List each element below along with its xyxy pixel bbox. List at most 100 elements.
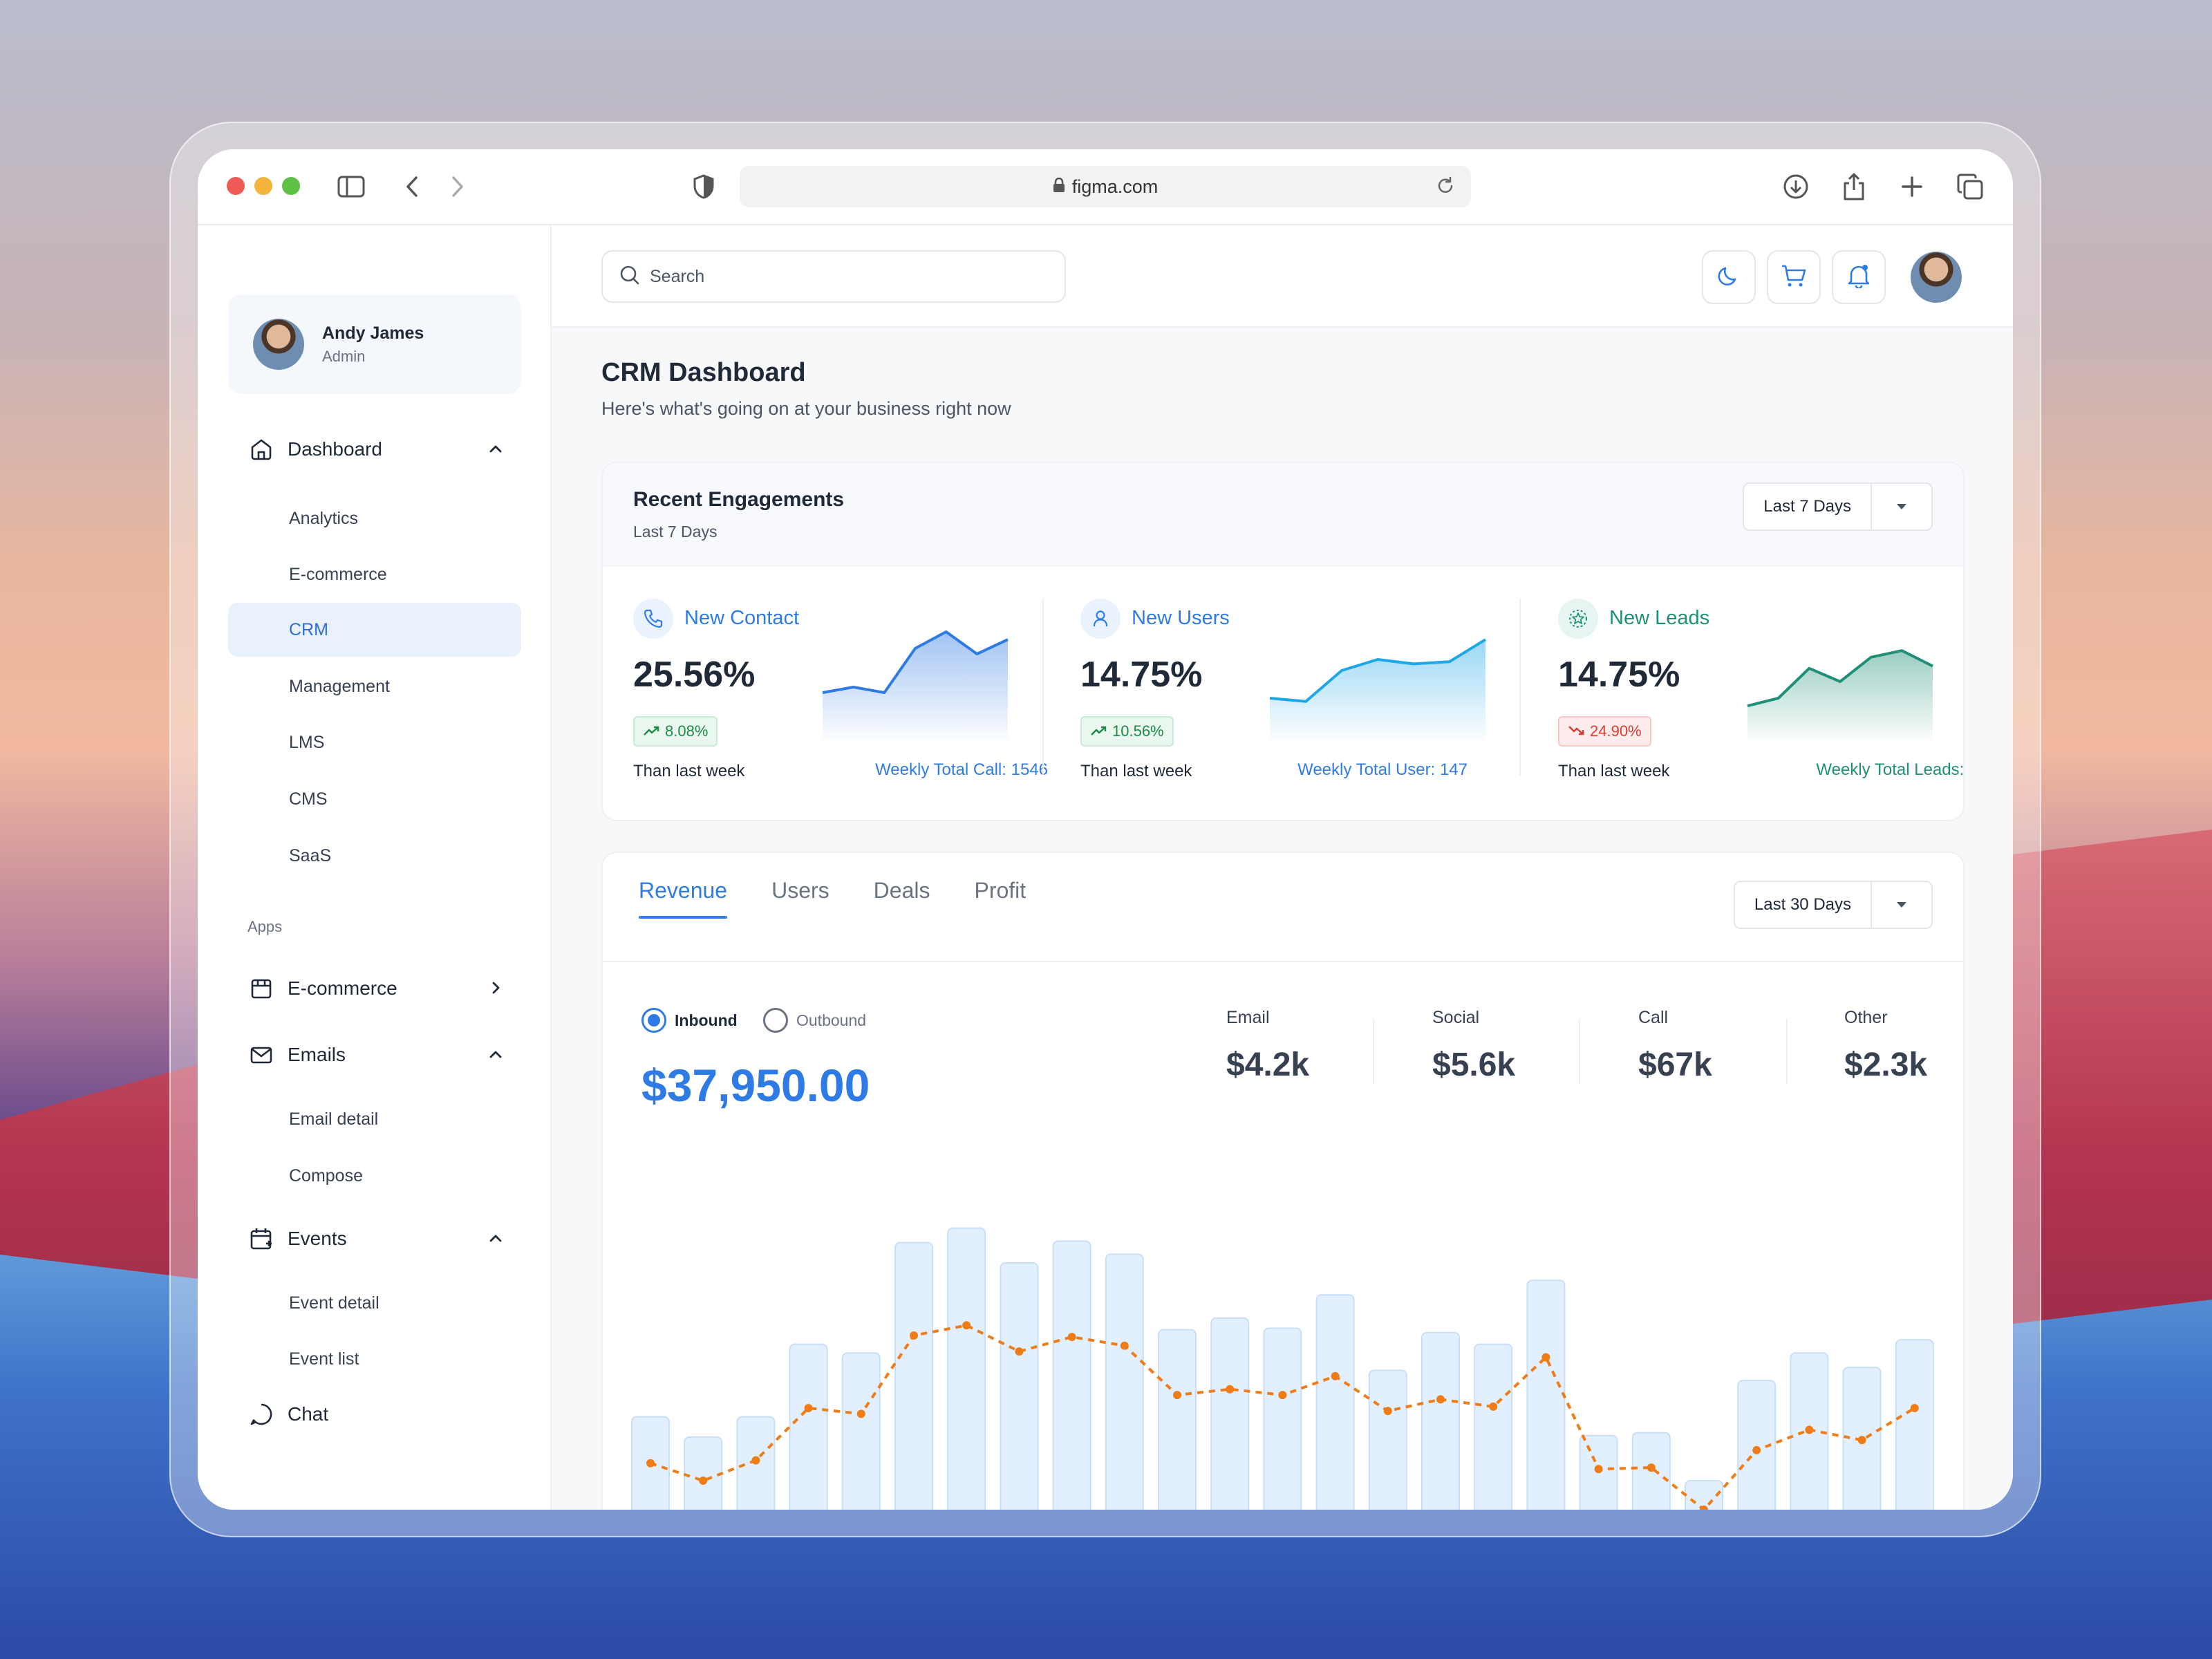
sidebar-item-compose[interactable]: Compose <box>289 1165 363 1185</box>
tab-users[interactable]: Users <box>771 878 830 903</box>
forward-icon[interactable] <box>442 171 473 202</box>
recent-engagements-card: Recent Engagements Last 7 Days Last 7 Da… <box>601 462 1965 821</box>
chart-point <box>1067 1333 1076 1342</box>
moon-icon <box>1717 264 1741 291</box>
chart-point <box>1278 1391 1287 1400</box>
sidebar-item-ecommerce-app[interactable]: E-commerce <box>228 962 521 1015</box>
dark-mode-button[interactable] <box>1702 250 1756 304</box>
sidebar-item-label: E-commerce <box>288 977 397 999</box>
radio-button[interactable] <box>763 1008 788 1033</box>
change-value: 8.08% <box>665 722 709 740</box>
back-icon[interactable] <box>397 171 427 202</box>
revenue-card: Revenue Users Deals Profit Last 30 Days … <box>601 852 1965 1510</box>
radio-outbound[interactable]: Outbound <box>763 1008 866 1033</box>
sidebar-item-chat[interactable]: Chat <box>228 1388 521 1441</box>
sidebar: Andy James Admin Dashboard Analytics E-c… <box>198 225 552 1510</box>
metric-divider <box>1519 599 1521 776</box>
engagements-title: Recent Engagements <box>633 488 845 511</box>
sidebar-item-label: Events <box>288 1228 347 1249</box>
sparkline-new-users <box>1269 638 1487 744</box>
sidebar-item-events[interactable]: Events <box>228 1212 521 1265</box>
chart-bar <box>1737 1380 1777 1510</box>
sidebar-item-cms[interactable]: CMS <box>289 789 328 809</box>
sidebar-item-lms[interactable]: LMS <box>289 732 325 752</box>
download-icon[interactable] <box>1781 171 1811 202</box>
trend-up-icon <box>643 722 661 740</box>
bell-icon <box>1847 263 1871 292</box>
share-icon[interactable] <box>1839 171 1869 202</box>
metric-label: New Leads <box>1609 607 1710 629</box>
chart-point <box>1700 1506 1708 1510</box>
user-profile-card[interactable]: Andy James Admin <box>228 294 521 394</box>
sidebar-item-dashboard[interactable]: Dashboard <box>228 423 521 476</box>
metric-new-leads: New Leads 14.75% 24.90% Than last week W… <box>1558 599 1965 799</box>
sidebar-item-event-list[interactable]: Event list <box>289 1349 359 1369</box>
mail-icon <box>247 1041 275 1069</box>
chart-bar <box>1105 1253 1144 1510</box>
sidebar-item-ecommerce-dashboard[interactable]: E-commerce <box>289 564 387 584</box>
chart-point <box>1383 1407 1392 1416</box>
chart-bar <box>1368 1369 1407 1510</box>
radio-label: Inbound <box>675 1011 738 1029</box>
engagements-subtitle: Last 7 Days <box>633 523 718 541</box>
tab-deals[interactable]: Deals <box>873 878 930 903</box>
notifications-button[interactable] <box>1832 250 1886 304</box>
chat-icon <box>247 1400 275 1428</box>
chart-point <box>1752 1445 1761 1454</box>
top-avatar[interactable] <box>1911 252 1962 303</box>
metric-total: Weekly Total Leads: 150 <box>1816 760 1965 779</box>
revenue-range-select[interactable]: Last 30 Days <box>1733 881 1933 929</box>
search-input[interactable] <box>650 266 1037 287</box>
cart-button[interactable] <box>1767 250 1821 304</box>
tabs-overview-icon[interactable] <box>1955 171 1985 202</box>
close-window-button[interactable] <box>227 177 245 195</box>
sidebar-item-label: Dashboard <box>288 438 382 460</box>
metric-label: New Users <box>1132 607 1230 629</box>
sidebar-item-emails[interactable]: Emails <box>228 1029 521 1081</box>
shield-icon[interactable] <box>688 171 719 202</box>
tab-profit[interactable]: Profit <box>974 878 1027 903</box>
chart-point <box>910 1331 918 1340</box>
radio-button-selected[interactable] <box>641 1008 666 1033</box>
radio-inbound[interactable]: Inbound <box>641 1008 738 1033</box>
metric-value: 14.75% <box>1558 655 1680 695</box>
reload-icon[interactable] <box>1435 176 1456 201</box>
new-tab-icon[interactable] <box>1897 171 1927 202</box>
chevron-right-icon[interactable] <box>487 979 505 1002</box>
browser-window: figma.com Andy James Admin <box>198 149 2013 1510</box>
tab-revenue[interactable]: Revenue <box>639 878 728 919</box>
sidebar-item-crm[interactable]: CRM <box>228 603 521 657</box>
stat-email: Email $4.2k <box>1226 1008 1309 1084</box>
chart-point <box>1857 1436 1866 1445</box>
chart-bar <box>894 1241 933 1510</box>
chart-bar <box>1052 1240 1091 1510</box>
minimize-window-button[interactable] <box>254 177 272 195</box>
sidebar-item-analytics[interactable]: Analytics <box>289 508 359 528</box>
maximize-window-button[interactable] <box>282 177 300 195</box>
chart-bar <box>1315 1294 1355 1510</box>
sparkline-new-contact <box>822 630 1009 744</box>
sparkline-line <box>1747 649 1933 708</box>
sidebar-item-management[interactable]: Management <box>289 676 390 696</box>
search-box[interactable] <box>601 250 1066 303</box>
chart-bar <box>1158 1329 1197 1510</box>
engagements-range-select[interactable]: Last 7 Days <box>1743 482 1933 531</box>
sidebar-item-event-detail[interactable]: Event detail <box>289 1293 379 1313</box>
sidebar-toggle-icon[interactable] <box>336 171 366 202</box>
phone-icon <box>633 599 673 639</box>
search-icon <box>619 265 640 289</box>
metric-label: New Contact <box>684 607 800 629</box>
calendar-icon <box>247 1225 275 1253</box>
apps-section-label: Apps <box>247 918 283 935</box>
chevron-up-icon[interactable] <box>487 1229 505 1252</box>
stat-call: Call $67k <box>1638 1008 1712 1084</box>
chevron-up-icon[interactable] <box>487 1045 505 1068</box>
sidebar-item-email-detail[interactable]: Email detail <box>289 1109 379 1129</box>
radio-label: Outbound <box>796 1011 867 1029</box>
sidebar-item-saas[interactable]: SaaS <box>289 845 332 865</box>
address-bar[interactable]: figma.com <box>740 166 1471 207</box>
chart-point <box>1015 1347 1024 1356</box>
chevron-up-icon[interactable] <box>487 440 505 462</box>
chart-bar <box>789 1343 828 1510</box>
home-icon <box>247 435 275 463</box>
